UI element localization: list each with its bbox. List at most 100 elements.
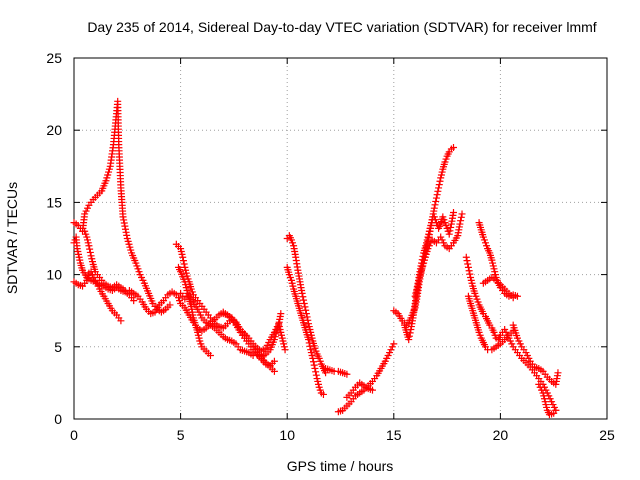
data-point [457,213,465,221]
data-point [319,390,327,398]
data-point [311,364,319,372]
data-point [412,289,420,297]
series-arc-19 [475,219,521,300]
x-tick-label: 10 [279,427,295,443]
data-point [405,336,413,344]
data-point [406,329,414,337]
x-tick-label: 15 [386,427,402,443]
data-point [464,263,472,271]
y-tick-label: 0 [54,411,62,427]
series-arc-14 [343,379,376,401]
data-point [300,299,308,307]
data-point [413,283,421,291]
series-arc-18 [462,253,560,414]
y-tick-label: 10 [46,267,62,283]
data-point [463,257,471,265]
data-point [277,310,285,318]
data-point [206,351,214,359]
data-point [430,204,438,212]
data-point [270,367,278,375]
series-arc-9 [219,310,289,355]
data-point [122,228,130,236]
data-point [121,225,129,233]
data-point [305,336,313,344]
data-point [281,346,289,354]
series-arc-1 [70,97,174,316]
y-tick-label: 25 [46,50,62,66]
data-point [552,406,560,414]
series-arc-15 [390,144,457,329]
data-point [554,369,562,377]
data-point [465,267,473,275]
data-point [121,222,129,230]
data-point [445,230,453,238]
data-point [300,296,308,304]
y-tick-label: 15 [46,194,62,210]
data-point [434,187,442,195]
data-point [306,342,314,350]
x-tick-label: 5 [177,427,185,443]
x-tick-label: 0 [70,427,78,443]
grid-layer [74,58,607,419]
data-points [70,97,562,419]
data-point [447,223,455,231]
series-arc-20 [464,292,517,354]
series-arc-4 [81,227,180,318]
data-point [312,368,320,376]
series-arc-17 [411,210,466,300]
data-point [436,177,444,185]
data-point [343,370,351,378]
data-point [432,194,440,202]
data-point [432,197,440,205]
axis-ticks: 0 5 10 15 20 25 0 5 10 15 20 25 [46,50,615,443]
data-point [446,227,454,235]
data-point [301,303,309,311]
data-point [86,245,94,253]
data-point [456,220,464,228]
data-point [86,248,94,256]
data-point [299,293,307,301]
data-point [433,191,441,199]
data-point [305,339,313,347]
y-tick-label: 5 [54,339,62,355]
y-tick-label: 20 [46,122,62,138]
data-point [414,280,422,288]
series-arc-12 [322,364,351,378]
data-point [309,358,317,366]
data-point [85,242,93,250]
data-point [449,144,457,152]
data-point [123,231,131,239]
series-arc-21 [479,273,517,302]
data-point [457,217,465,225]
data-point [270,357,278,365]
data-point [312,371,320,379]
series-arc-8 [177,289,278,375]
data-point [513,292,521,300]
data-point [117,317,125,325]
series-arc-22 [509,321,562,388]
data-point [464,260,472,268]
series-arc-23 [535,380,560,419]
data-point [509,294,517,302]
data-point [120,219,128,227]
data-point [435,184,443,192]
series-arc-13 [334,340,398,416]
data-point [310,361,318,369]
data-point [298,289,306,297]
data-point [180,260,188,268]
y-axis-label: SDTVAR / TECUs [4,182,20,294]
data-point [449,209,457,217]
data-point [368,386,376,394]
data-point [303,313,311,321]
data-point [435,181,443,189]
data-point [390,340,398,348]
data-point [458,210,466,218]
data-point [413,286,421,294]
data-point [431,201,439,209]
data-point [462,253,470,261]
x-tick-label: 25 [599,427,615,443]
data-point [119,213,127,221]
data-point [120,216,128,224]
x-axis-label: GPS time / hours [287,458,394,474]
